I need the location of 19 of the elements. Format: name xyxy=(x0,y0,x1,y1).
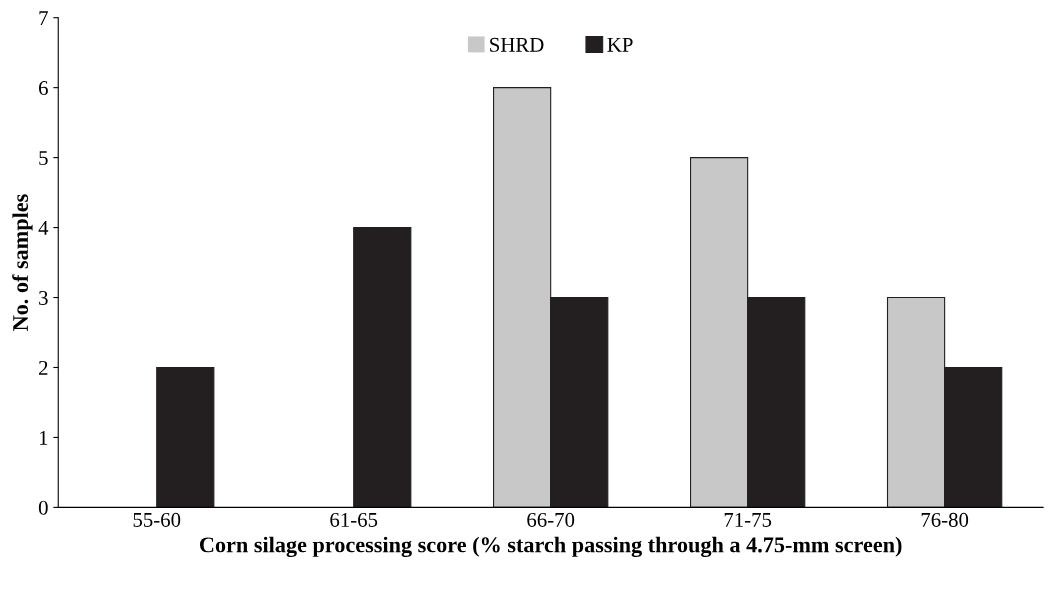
y-tick-label: 4 xyxy=(38,221,49,235)
y-tick-label: 5 xyxy=(39,151,48,166)
y-tick-label: 1 xyxy=(39,430,48,445)
x-tick-label: 76-80 xyxy=(921,512,969,527)
legend-label: KP xyxy=(607,38,633,52)
y-axis-title: No. of samples xyxy=(12,194,33,331)
x-axis-title: Corn silage processing score (% starch passing through a 4.75-mm screen) xyxy=(199,536,902,558)
y-tick-label: 0 xyxy=(38,500,48,515)
x-tick-label: 71-75 xyxy=(724,512,772,527)
legend-label: SHRD xyxy=(490,37,544,52)
y-tick-label: 3 xyxy=(39,290,48,305)
bar xyxy=(353,227,412,508)
y-tick-label: 7 xyxy=(39,11,48,25)
y-tick-label: 2 xyxy=(39,360,48,375)
y-tick-label: 6 xyxy=(39,81,48,96)
x-tick-label: 61-65 xyxy=(330,512,378,527)
bar xyxy=(156,366,215,508)
x-tick-label: 66-70 xyxy=(527,512,575,527)
x-tick-label: 55-60 xyxy=(133,512,181,527)
